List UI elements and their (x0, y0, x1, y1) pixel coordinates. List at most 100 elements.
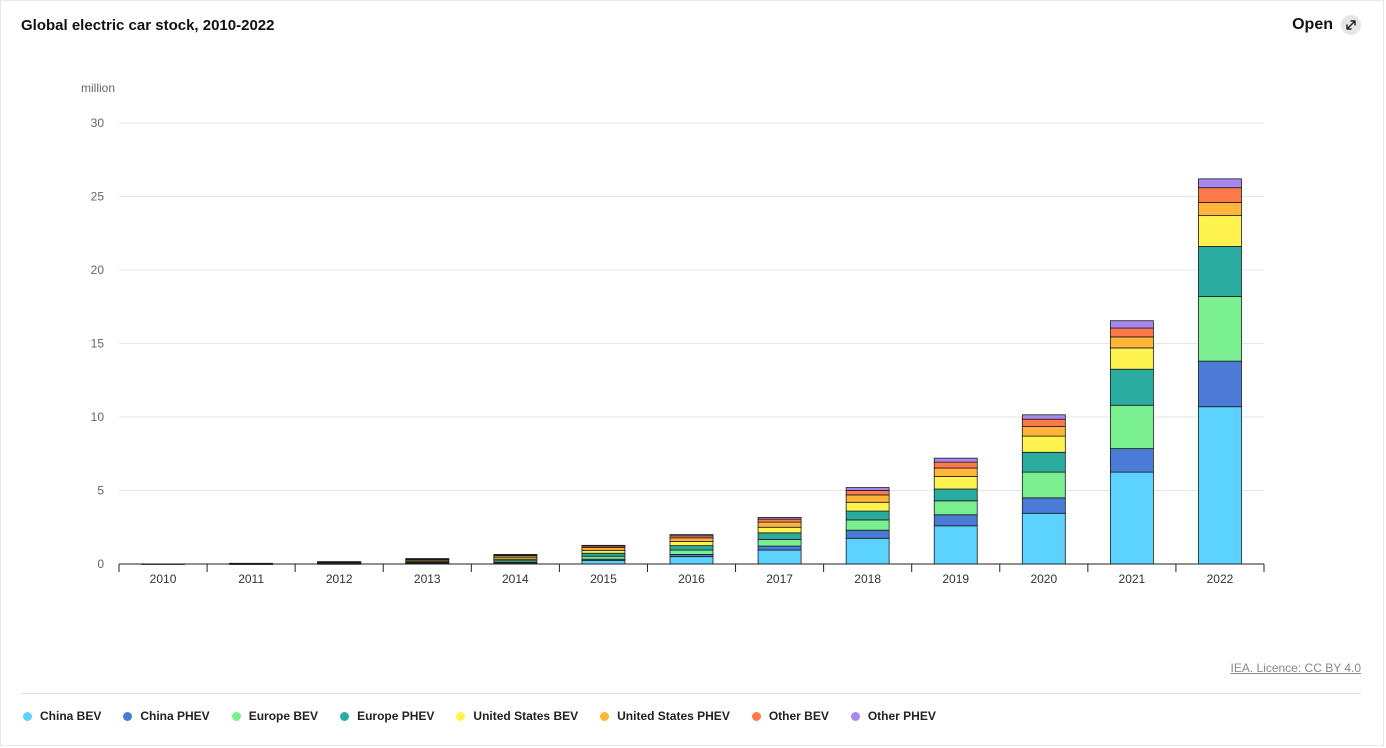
bar-segment (845, 537, 890, 565)
bar-segment (757, 532, 802, 540)
expand-icon (1341, 15, 1361, 35)
bar-segment (581, 559, 626, 565)
legend-swatch (751, 711, 761, 721)
legend-label: United States BEV (473, 709, 579, 723)
stacked-bar-chart: 0 5 10 15 20 25 30 2010 2011 2012 2013 2014 2015 2016… (91, 116, 1265, 586)
licence-link[interactable]: IEA. Licence: CC BY 4.0 (1230, 661, 1361, 675)
bar-segment (1198, 360, 1242, 408)
legend-item[interactable]: United States PHEV (600, 709, 730, 723)
x-tick-label: 2021 (1119, 572, 1146, 586)
bar-segment (845, 501, 890, 512)
x-tick-label: 2014 (502, 572, 529, 586)
y-tick-label: 10 (91, 410, 105, 424)
x-tick-label: 2011 (238, 572, 264, 586)
bar-segment (845, 529, 890, 539)
legend-swatch (600, 711, 610, 721)
legend-item[interactable]: Other BEV (751, 709, 829, 723)
bar-segment (1198, 201, 1242, 217)
legend-label: Europe PHEV (357, 709, 435, 723)
legend-label: China PHEV (140, 709, 210, 723)
bar-segment (669, 545, 714, 551)
bar-segment (757, 521, 802, 528)
legend-item[interactable]: Europe BEV (231, 709, 319, 723)
bar-segment (581, 555, 626, 560)
bar-segment (1109, 368, 1154, 406)
legend-swatch (23, 711, 32, 721)
bar-segment (1021, 451, 1066, 473)
bar-segment (933, 461, 978, 469)
bar-segment (933, 457, 978, 463)
bar-segment (757, 518, 802, 523)
bar-segment (1021, 414, 1066, 420)
bar-segment (1021, 418, 1066, 427)
bar-segment (1109, 347, 1154, 370)
y-tick-label: 15 (91, 337, 105, 351)
legend-label: Europe BEV (248, 709, 319, 723)
bar-segment (1109, 327, 1154, 338)
bar-segment (757, 545, 802, 551)
bar-segment (581, 552, 626, 557)
bar-segment (757, 539, 802, 547)
open-button[interactable]: Open (1292, 15, 1361, 35)
y-tick-label: 20 (91, 263, 105, 277)
legend-label: Other PHEV (867, 709, 936, 723)
bar-segment (1198, 406, 1242, 565)
bar-segment (1021, 497, 1066, 514)
bar-segment (933, 514, 978, 527)
x-tick-label: 2013 (414, 572, 441, 586)
legend-swatch (850, 711, 860, 721)
bar-segment (669, 541, 714, 547)
y-axis-label: million (81, 81, 116, 95)
legend-label: China BEV (40, 709, 102, 723)
y-tick-label: 0 (97, 557, 104, 571)
bar-segment (1109, 320, 1154, 329)
bar-segment (1021, 435, 1066, 453)
x-tick-label: 2017 (766, 572, 793, 586)
bar-segment (669, 556, 714, 565)
bar-segment (933, 476, 978, 490)
legend-swatch (456, 711, 466, 721)
legend-swatch (123, 711, 133, 721)
bar-segment (669, 534, 714, 537)
bar-segment (405, 558, 450, 560)
bar-segment (845, 494, 890, 503)
chart-title: Global electric car stock, 2010-2022 (21, 17, 275, 34)
bar-segment (669, 537, 714, 542)
legend-label: United States PHEV (617, 709, 730, 723)
x-tick-label: 2010 (150, 572, 177, 586)
legend-item[interactable]: Europe PHEV (340, 709, 434, 723)
x-tick-label: 2012 (326, 572, 353, 586)
legend-item[interactable]: Other PHEV (850, 709, 936, 723)
legend-swatch (340, 711, 350, 721)
bar-segment (845, 510, 890, 521)
y-tick-label: 25 (91, 190, 105, 204)
bar-segment (581, 544, 626, 547)
bar-segment (1021, 426, 1066, 437)
x-tick-label: 2022 (1207, 572, 1234, 586)
bar-segment (1198, 178, 1242, 189)
x-tick-label: 2020 (1030, 572, 1057, 586)
bar-segment (1109, 404, 1154, 450)
bar-segment (1021, 471, 1066, 499)
bar-segment (581, 547, 626, 551)
y-tick-label: 30 (91, 116, 105, 130)
bar-segment (757, 549, 802, 565)
x-tick-label: 2019 (942, 572, 969, 586)
legend-item[interactable]: China PHEV (123, 709, 210, 723)
bar-segment (317, 561, 362, 563)
bar-segment (1109, 336, 1154, 349)
legend: China BEV China PHEV Europe BEV Europe PHEV… (23, 709, 936, 723)
bar-segment (1109, 471, 1154, 565)
y-tick-label: 5 (97, 484, 104, 498)
bar-segment (1198, 215, 1242, 247)
bar-segment (757, 517, 802, 520)
bar-segment (933, 488, 978, 502)
bar-segment (493, 554, 538, 556)
legend-item[interactable]: China BEV (23, 709, 101, 723)
bar-segment (669, 549, 714, 555)
x-tick-label: 2015 (590, 572, 617, 586)
bar-segment (933, 500, 978, 516)
legend-item[interactable]: United States BEV (456, 709, 578, 723)
open-button-label: Open (1292, 16, 1333, 33)
